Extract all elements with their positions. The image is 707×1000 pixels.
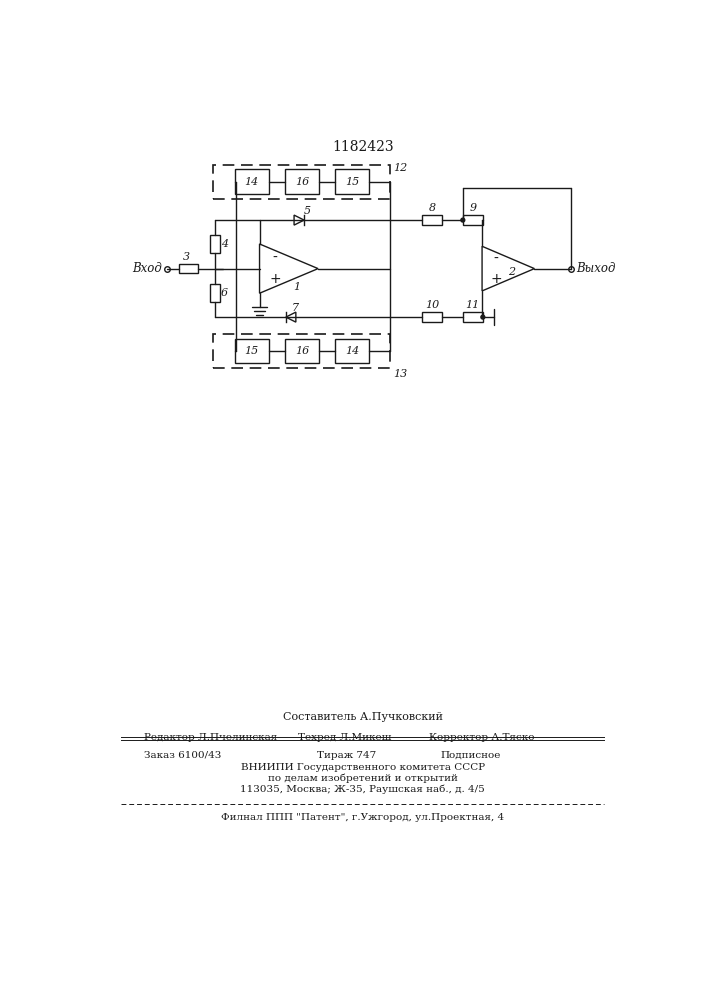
Text: 2: 2	[508, 267, 515, 277]
Text: -: -	[493, 252, 498, 266]
Text: 9: 9	[469, 203, 477, 213]
Text: 6: 6	[221, 288, 228, 298]
Text: 8: 8	[428, 203, 436, 213]
Bar	[422, 312, 442, 322]
Bar	[463, 215, 483, 225]
Bar	[235, 169, 269, 194]
Bar	[422, 215, 442, 225]
Polygon shape	[482, 246, 534, 291]
Text: Техред Л.Микеш: Техред Л.Микеш	[298, 733, 392, 742]
Text: 4: 4	[221, 239, 228, 249]
Text: Корректор А.Тяско: Корректор А.Тяско	[429, 733, 534, 742]
Bar	[463, 312, 483, 322]
Text: Выход: Выход	[576, 262, 616, 275]
Text: 15: 15	[345, 177, 359, 187]
Text: 113035, Москва; Ж-35, Раушская наб., д. 4/5: 113035, Москва; Ж-35, Раушская наб., д. …	[240, 785, 485, 794]
Text: 16: 16	[295, 346, 309, 356]
Polygon shape	[286, 312, 296, 322]
Text: по делам изобретений и открытий: по делам изобретений и открытий	[268, 774, 457, 783]
Text: Тираж 747: Тираж 747	[317, 751, 377, 760]
Text: 1: 1	[293, 282, 300, 292]
Text: Подписное: Подписное	[440, 751, 501, 760]
Circle shape	[481, 315, 485, 319]
Text: 10: 10	[425, 300, 439, 310]
Text: 12: 12	[393, 163, 407, 173]
Text: Составитель А.Пучковский: Составитель А.Пучковский	[283, 712, 443, 722]
Bar	[210, 235, 219, 253]
Text: Заказ 6100/43: Заказ 6100/43	[144, 751, 221, 760]
Text: -: -	[272, 251, 277, 265]
Text: +: +	[490, 272, 502, 286]
Text: 1182423: 1182423	[332, 140, 394, 154]
Polygon shape	[294, 215, 304, 225]
Bar	[180, 264, 198, 273]
Text: 7: 7	[292, 303, 299, 313]
Text: 11: 11	[466, 300, 480, 310]
Bar	[285, 339, 319, 363]
Text: 13: 13	[393, 369, 407, 379]
Text: 5: 5	[304, 206, 311, 216]
Text: ВНИИПИ Государственного комитета СССР: ВНИИПИ Государственного комитета СССР	[240, 763, 485, 772]
Bar	[335, 169, 369, 194]
Bar	[210, 284, 219, 302]
Text: Филнал ППП "Патент", г.Ужгород, ул.Проектная, 4: Филнал ППП "Патент", г.Ужгород, ул.Проек…	[221, 813, 504, 822]
Text: 15: 15	[245, 346, 259, 356]
Text: Вход: Вход	[133, 262, 163, 275]
Circle shape	[461, 218, 464, 222]
Text: +: +	[269, 272, 281, 286]
Text: 14: 14	[245, 177, 259, 187]
Text: 14: 14	[345, 346, 359, 356]
Bar	[335, 339, 369, 363]
Text: 16: 16	[295, 177, 309, 187]
Bar	[235, 339, 269, 363]
Polygon shape	[259, 244, 318, 293]
Text: Редактор Л.Пчелинская: Редактор Л.Пчелинская	[144, 733, 277, 742]
Bar	[285, 169, 319, 194]
Text: 3: 3	[183, 252, 190, 262]
